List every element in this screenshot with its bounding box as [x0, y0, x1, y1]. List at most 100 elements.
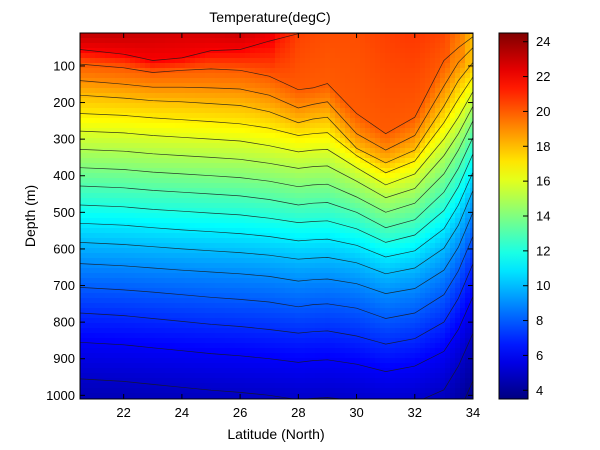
heatmap-cell	[305, 193, 311, 199]
heatmap-cell	[315, 153, 321, 159]
heatmap-cell	[100, 298, 106, 304]
heatmap-cell	[355, 183, 361, 189]
heatmap-cell	[160, 313, 166, 319]
heatmap-cell	[350, 293, 356, 299]
heatmap-cell	[330, 138, 336, 144]
heatmap-cell	[130, 88, 136, 94]
heatmap-cell	[320, 308, 326, 314]
heatmap-cell	[405, 153, 411, 159]
heatmap-cell	[85, 118, 91, 124]
heatmap-cell	[170, 238, 176, 244]
heatmap-cell	[325, 153, 331, 159]
heatmap-cell	[430, 303, 436, 309]
heatmap-cell	[425, 338, 431, 344]
heatmap-cell	[290, 43, 296, 49]
heatmap-cell	[335, 118, 341, 124]
heatmap-cell	[300, 338, 306, 344]
heatmap-cell	[135, 58, 141, 64]
heatmap-cell	[290, 338, 296, 344]
heatmap-cell	[110, 328, 116, 334]
heatmap-cell	[150, 148, 156, 154]
heatmap-cell	[290, 98, 296, 104]
heatmap-cell	[365, 88, 371, 94]
heatmap-cell	[175, 153, 181, 159]
heatmap-cell	[290, 213, 296, 219]
heatmap-cell	[125, 328, 131, 334]
heatmap-cell	[250, 338, 256, 344]
heatmap-cell	[305, 143, 311, 149]
heatmap-cell	[340, 143, 346, 149]
heatmap-cell	[175, 93, 181, 99]
heatmap-cell	[95, 223, 101, 229]
heatmap-cell	[225, 303, 231, 309]
heatmap-cell	[460, 78, 466, 84]
heatmap-cell	[170, 288, 176, 294]
heatmap-cell	[130, 128, 136, 134]
heatmap-cell	[170, 293, 176, 299]
heatmap-cell	[425, 113, 431, 119]
heatmap-cell	[160, 253, 166, 259]
heatmap-cell	[145, 58, 151, 64]
heatmap-cell	[295, 163, 301, 169]
heatmap-cell	[265, 38, 271, 44]
heatmap-cell	[280, 243, 286, 249]
heatmap-cell	[210, 218, 216, 224]
heatmap-cell	[155, 138, 161, 144]
heatmap-cell	[265, 63, 271, 69]
heatmap-cell	[110, 293, 116, 299]
heatmap-cell	[355, 313, 361, 319]
heatmap-cell	[365, 288, 371, 294]
heatmap-cell	[195, 273, 201, 279]
heatmap-cell	[435, 153, 441, 159]
heatmap-cell	[435, 158, 441, 164]
heatmap-cell	[160, 268, 166, 274]
heatmap-cell	[330, 78, 336, 84]
heatmap-cell	[365, 173, 371, 179]
heatmap-cell	[460, 298, 466, 304]
heatmap-cell	[145, 138, 151, 144]
heatmap-cell	[395, 288, 401, 294]
heatmap-cell	[445, 333, 451, 339]
heatmap-cell	[210, 308, 216, 314]
heatmap-cell	[420, 323, 426, 329]
heatmap-cell	[470, 193, 473, 199]
heatmap-cell	[140, 98, 146, 104]
heatmap-cell	[90, 323, 96, 329]
heatmap-cell	[300, 138, 306, 144]
heatmap-cell	[260, 38, 266, 44]
heatmap-cell	[275, 238, 281, 244]
heatmap-cell	[110, 338, 116, 344]
heatmap-cell	[150, 253, 156, 259]
heatmap-cell	[150, 273, 156, 279]
heatmap-cell	[320, 333, 326, 339]
heatmap-cell	[200, 68, 206, 74]
heatmap-cell	[105, 303, 111, 309]
heatmap-cell	[225, 128, 231, 134]
heatmap-cell	[385, 283, 391, 289]
heatmap-cell	[360, 278, 366, 284]
heatmap-cell	[135, 103, 141, 109]
heatmap-cell	[145, 288, 151, 294]
heatmap-cell	[465, 213, 471, 219]
heatmap-cell	[445, 103, 451, 109]
heatmap-cell	[195, 33, 201, 39]
heatmap-cell	[370, 113, 376, 119]
heatmap-cell	[375, 223, 381, 229]
heatmap-cell	[250, 268, 256, 274]
heatmap-cell	[95, 258, 101, 264]
heatmap-cell	[265, 153, 271, 159]
heatmap-cell	[100, 38, 106, 44]
heatmap-cell	[245, 293, 251, 299]
heatmap-cell	[305, 108, 311, 114]
heatmap-cell	[260, 33, 266, 39]
heatmap-cell	[135, 333, 141, 339]
heatmap-cell	[230, 93, 236, 99]
heatmap-cell	[305, 53, 311, 59]
heatmap-cell	[150, 103, 156, 109]
heatmap-cell	[110, 103, 116, 109]
heatmap-cell	[430, 208, 436, 214]
heatmap-cell	[235, 308, 241, 314]
heatmap-cell	[270, 323, 276, 329]
heatmap-cell	[335, 313, 341, 319]
heatmap-cell	[280, 303, 286, 309]
